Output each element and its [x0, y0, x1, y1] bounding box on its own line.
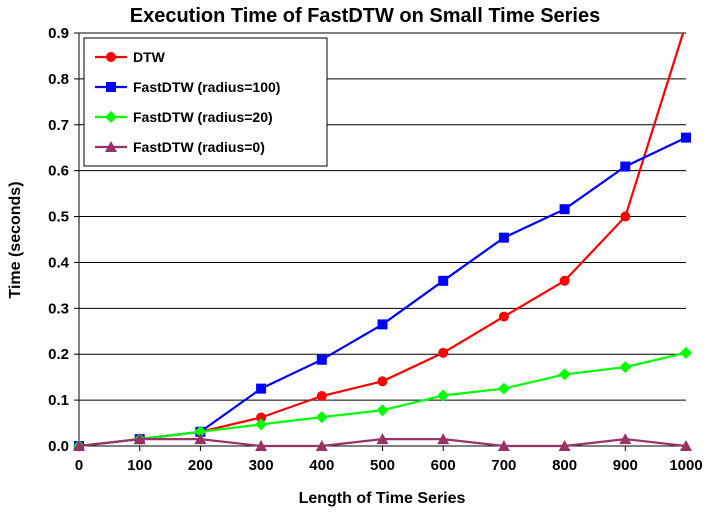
data-point [680, 346, 692, 359]
data-point [620, 211, 631, 222]
x-tick-label: 1000 [669, 457, 702, 474]
data-point [316, 390, 327, 401]
data-point [437, 389, 450, 402]
data-point [498, 311, 509, 322]
x-tick-label: 900 [613, 457, 638, 474]
data-point [559, 204, 570, 215]
legend-swatch-marker [106, 82, 116, 92]
legend-label: FastDTW (radius=20) [133, 109, 273, 125]
x-tick-label: 500 [370, 457, 395, 474]
y-tick-label: 0.0 [48, 438, 69, 455]
data-point [376, 404, 389, 417]
data-point [619, 361, 632, 374]
data-point [559, 275, 570, 286]
y-tick-label: 0.1 [48, 392, 69, 409]
series-line [78, 351, 687, 448]
data-point [680, 440, 692, 451]
chart-title: Execution Time of FastDTW on Small Time … [130, 5, 601, 27]
legend-swatch-marker [106, 52, 116, 62]
data-point [255, 418, 268, 431]
data-point [497, 382, 510, 395]
data-point [377, 319, 388, 330]
x-tick-label: 400 [309, 457, 334, 474]
series-1 [74, 132, 691, 451]
x-tick-label: 800 [552, 457, 577, 474]
y-tick-label: 0.4 [48, 254, 70, 271]
data-point [256, 383, 267, 394]
legend-box [83, 37, 328, 167]
data-point [256, 412, 267, 423]
legend-label: FastDTW (radius=0) [133, 139, 265, 155]
data-point [438, 275, 449, 286]
data-point [619, 433, 632, 445]
y-axis-ticks: 0.0 0.1 0.2 0.3 0.4 0.5 0.6 0.7 0.8 0.9 [48, 25, 79, 455]
data-point [194, 425, 207, 438]
data-point [558, 368, 571, 381]
y-tick-label: 0.5 [48, 209, 69, 226]
data-point [315, 440, 328, 451]
data-point [73, 440, 85, 451]
x-tick-label: 700 [491, 457, 516, 474]
x-axis-label: Length of Time Series [299, 490, 466, 507]
data-point [194, 433, 207, 445]
series-3 [73, 433, 692, 451]
data-point [681, 132, 691, 143]
data-point [255, 440, 268, 451]
x-axis-ticks: 0 100 200 300 400 500 600 700 800 900 1000 [75, 446, 703, 474]
legend: DTW FastDTW (radius=100) FastDTW (radius=2… [83, 37, 328, 167]
data-point [376, 433, 389, 445]
data-point [316, 354, 327, 365]
y-axis-label: Time (seconds) [7, 181, 24, 298]
y-tick-label: 0.6 [48, 163, 69, 180]
x-tick-label: 200 [188, 457, 213, 474]
legend-label: DTW [133, 49, 166, 65]
y-tick-label: 0.7 [48, 117, 69, 134]
legend-label: FastDTW (radius=100) [133, 79, 280, 95]
x-tick-label: 0 [75, 457, 83, 474]
data-point [438, 347, 449, 358]
data-point [437, 433, 450, 445]
data-point [377, 376, 388, 387]
data-point [497, 440, 510, 451]
legend-swatch-marker [105, 141, 117, 152]
x-tick-label: 300 [249, 457, 274, 474]
series-group [73, 32, 692, 452]
data-point [558, 440, 571, 451]
y-tick-label: 0.8 [48, 71, 69, 88]
x-tick-label: 100 [127, 457, 152, 474]
y-tick-label: 0.3 [48, 300, 69, 317]
y-tick-label: 0.9 [48, 25, 69, 42]
data-point [315, 411, 328, 424]
x-tick-label: 600 [431, 457, 456, 474]
data-point [620, 161, 631, 172]
data-point [498, 232, 509, 243]
series-2 [73, 346, 692, 452]
legend-swatch-marker [105, 111, 117, 123]
y-tick-label: 0.2 [48, 346, 69, 363]
data-point [133, 433, 146, 445]
